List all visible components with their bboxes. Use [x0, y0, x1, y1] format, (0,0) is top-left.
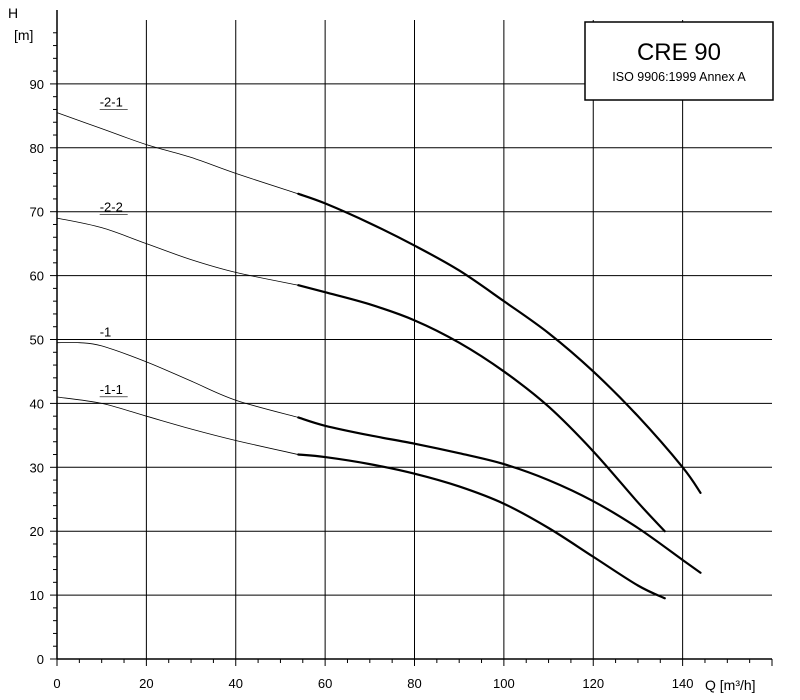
curve-labels: -2-1-2-2-1-1-1 [99, 94, 128, 398]
curve-label-2-2: -2-2 [100, 200, 123, 215]
curve-thin-segment [56, 342, 299, 418]
x-tick-label-140: 140 [672, 676, 694, 691]
x-tick-label-20: 20 [139, 676, 153, 691]
x-tick-labels: 0 20 40 60 80 100 120 140 [53, 676, 693, 691]
x-tick-label-40: 40 [229, 676, 243, 691]
x-tick-label-120: 120 [582, 676, 604, 691]
y-tick-label-20: 20 [30, 524, 44, 539]
curve-label-1-1: -1-1 [100, 382, 123, 397]
curve-thin-segment [56, 217, 299, 286]
curve-label-2-1: -2-1 [100, 94, 123, 109]
x-tick-label-100: 100 [493, 676, 515, 691]
chart-title: CRE 90 [637, 39, 721, 66]
y-tick-label-30: 30 [30, 460, 44, 475]
y-axis-title-h: H [8, 5, 18, 21]
curve-thin-segment [56, 112, 299, 195]
curve-thick-segment [297, 192, 702, 494]
y-tick-labels: 0 10 20 30 40 50 60 70 80 90 [30, 77, 44, 667]
y-tick-label-40: 40 [30, 396, 44, 411]
title-box-frame [584, 21, 774, 101]
y-axis-title-unit: [m] [14, 27, 33, 43]
y-tick-label-10: 10 [30, 588, 44, 603]
x-axis-title: Q [m³/h] [705, 677, 756, 693]
y-tick-label-70: 70 [30, 205, 44, 220]
x-tick-label-0: 0 [53, 676, 60, 691]
curve-1 [56, 342, 702, 574]
y-tick-label-0: 0 [37, 652, 44, 667]
y-tick-label-90: 90 [30, 77, 44, 92]
x-tick-label-80: 80 [407, 676, 421, 691]
grid-lines [57, 20, 772, 659]
curve-thick-segment [297, 416, 702, 574]
y-tick-label-60: 60 [30, 269, 44, 284]
curves [56, 112, 702, 600]
curve-2-1 [56, 112, 702, 494]
curve-thick-segment [297, 453, 666, 600]
y-tick-label-50: 50 [30, 333, 44, 348]
curve-1-1 [56, 396, 666, 600]
curve-thin-segment [56, 396, 299, 455]
y-tick-label-80: 80 [30, 141, 44, 156]
chart-subtitle: ISO 9906:1999 Annex A [612, 70, 746, 84]
x-tick-label-60: 60 [318, 676, 332, 691]
curve-label-1: -1 [100, 324, 112, 339]
curve-2-2 [56, 217, 666, 533]
axes [56, 10, 772, 660]
curve-thick-segment [297, 284, 666, 533]
title-box: CRE 90 ISO 9906:1999 Annex A [584, 21, 774, 101]
